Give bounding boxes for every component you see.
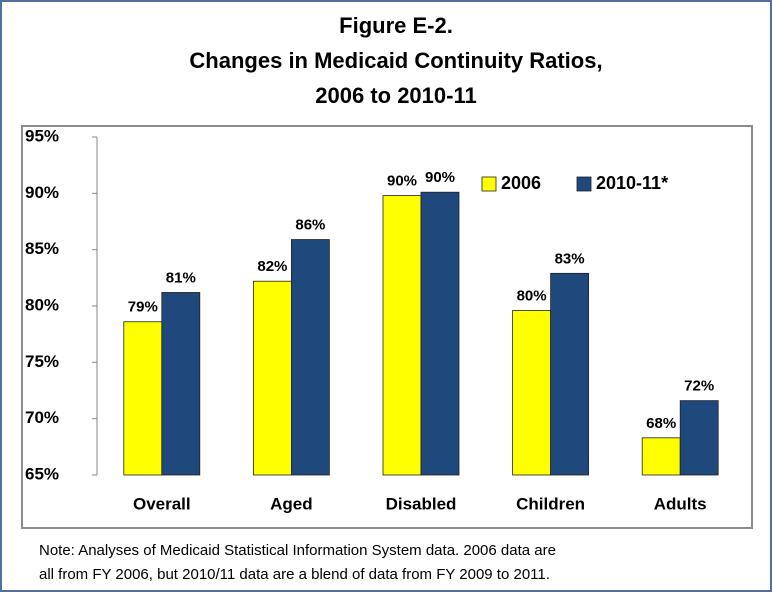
bar (512, 310, 551, 476)
bar (679, 400, 719, 476)
value-label: 81% (166, 269, 196, 286)
y-tick-label: 65% (25, 464, 59, 483)
value-label: 72% (684, 378, 714, 395)
bar (550, 272, 589, 476)
y-tick-label: 75% (25, 352, 59, 371)
bar (382, 195, 422, 476)
chart-title: 2006 to 2010-11 (315, 83, 476, 108)
legend-swatch (481, 176, 497, 192)
note: Note: Analyses of Medicaid Statistical I… (39, 542, 556, 559)
y-tick-label: 90% (25, 183, 59, 202)
bar (290, 239, 330, 476)
x-tick-label: Aged (270, 494, 313, 513)
value-label: 80% (517, 287, 547, 304)
value-label: 90% (387, 173, 417, 190)
y-tick-label: 80% (25, 295, 59, 314)
bar (420, 191, 460, 476)
chart-title: Figure E-2. (339, 13, 453, 38)
bar (252, 280, 292, 476)
value-label: 83% (555, 250, 585, 267)
value-label: 79% (128, 299, 158, 316)
value-label: 82% (257, 258, 287, 275)
value-label: 90% (425, 169, 455, 186)
bar (161, 292, 201, 476)
y-tick-label: 95% (25, 126, 59, 145)
legend-swatch (576, 176, 592, 192)
y-tick-label: 70% (25, 408, 59, 427)
plot-frame (21, 125, 753, 529)
chart-title: Changes in Medicaid Continuity Ratios, (189, 48, 602, 73)
bar (641, 437, 681, 476)
x-tick-label: Children (516, 494, 585, 513)
x-tick-label: Adults (654, 494, 707, 513)
value-label: 86% (295, 216, 325, 233)
x-tick-label: Overall (133, 494, 191, 513)
legend-label: 2010-11* (596, 173, 668, 193)
legend-label: 2006 (501, 173, 541, 193)
bar (123, 321, 163, 476)
value-label: 68% (646, 415, 676, 432)
x-tick-label: Disabled (386, 494, 457, 513)
note: all from FY 2006, but 2010/11 data are a… (39, 566, 550, 583)
y-tick-label: 85% (25, 239, 59, 258)
